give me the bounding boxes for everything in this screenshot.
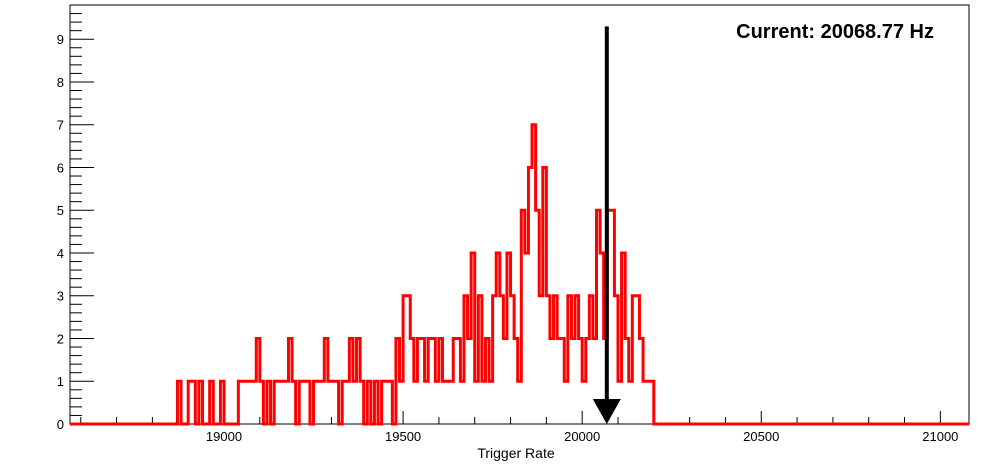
histogram-bin (425, 381, 429, 424)
y-tick-label: 9 (57, 32, 64, 47)
histogram-bin (503, 338, 507, 424)
histogram-bin (242, 381, 246, 424)
y-axis-ticks: 0 1 2 3 4 5 6 7 8 9 (57, 4, 94, 432)
histogram-bin (475, 381, 479, 424)
y-tick-label: 2 (57, 331, 64, 346)
histogram-bin (346, 381, 350, 424)
y-tick-label: 0 (57, 417, 64, 432)
histogram-bin (278, 381, 282, 424)
histogram-bin (629, 381, 633, 424)
histogram-bin (303, 381, 307, 424)
histogram-bin (539, 296, 543, 424)
histogram-bin (593, 338, 597, 424)
histogram-bin (285, 381, 289, 424)
histogram-bin (489, 381, 493, 424)
x-tick-label: 19500 (385, 429, 421, 444)
histogram-bin (582, 381, 586, 424)
histogram-bin (246, 381, 250, 424)
y-tick-label: 6 (57, 160, 64, 175)
y-tick-label: 4 (57, 246, 64, 261)
histogram-bin (647, 381, 651, 424)
y-tick-label: 5 (57, 203, 64, 218)
histogram-bin (281, 381, 285, 424)
y-tick-label: 3 (57, 289, 64, 304)
y-tick-label: 7 (57, 118, 64, 133)
y-tick-label: 8 (57, 75, 64, 90)
histogram-bin (643, 381, 647, 424)
histogram-bin (564, 381, 568, 424)
histogram-bin (450, 381, 454, 424)
histogram-bin (446, 381, 450, 424)
x-tick-label: 19000 (206, 429, 242, 444)
histogram-bin (328, 381, 332, 424)
y-tick-label: 1 (57, 374, 64, 389)
arrow-head (592, 399, 621, 424)
histogram-bin (385, 381, 389, 424)
histogram-bin (571, 338, 575, 424)
x-tick-label: 20000 (564, 429, 600, 444)
x-tick-label: 21000 (922, 429, 958, 444)
plot-frame (69, 4, 970, 425)
histogram-bin (317, 381, 321, 424)
histogram-bin (253, 381, 257, 424)
histogram-bin (414, 381, 418, 424)
histogram-bin (460, 381, 464, 424)
histogram-bin (400, 381, 404, 424)
histogram-bin (482, 381, 486, 424)
histogram-bin (525, 253, 529, 424)
histogram-outline (70, 123, 969, 426)
histogram-bin (518, 381, 522, 424)
histogram-bin (353, 381, 357, 424)
histogram-bin (331, 381, 335, 424)
histogram-bin (249, 381, 253, 424)
histogram-bin (321, 381, 325, 424)
histogram-bin (468, 338, 472, 424)
histogram-bin (435, 381, 439, 424)
histogram-bin (550, 338, 554, 424)
current-rate-arrow (592, 26, 621, 424)
x-axis-title: Trigger Rate (477, 445, 555, 461)
x-tick-label: 20500 (743, 429, 779, 444)
current-rate-annotation: Current: 20068.77 Hz (736, 21, 934, 43)
histogram-bin (557, 338, 561, 424)
x-axis-ticks: 19000 19500 20000 20500 21000 (80, 411, 958, 444)
histogram-bin (442, 381, 446, 424)
